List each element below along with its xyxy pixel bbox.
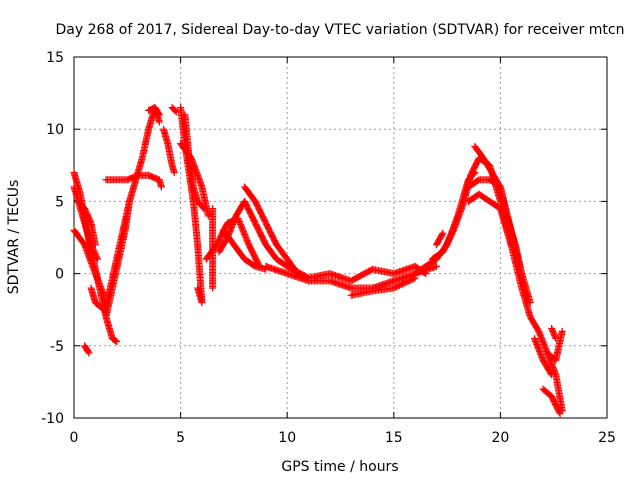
y-tick-label: 15	[46, 50, 64, 66]
data-point	[112, 337, 120, 345]
series-track	[81, 342, 93, 357]
series-track	[102, 171, 165, 191]
series-track	[102, 104, 163, 321]
series-track	[202, 215, 263, 270]
plot-frame	[73, 56, 608, 419]
grid	[74, 57, 607, 418]
data-points	[70, 104, 566, 418]
data-point	[422, 270, 430, 278]
x-tick-label: 15	[385, 430, 403, 446]
x-tick-labels: 0 5 10 15 20 25	[70, 430, 616, 446]
data-point	[558, 327, 566, 335]
data-point	[157, 183, 165, 191]
data-point	[410, 275, 418, 283]
y-tick-label: -10	[41, 411, 64, 427]
data-point	[551, 333, 559, 341]
series-track	[347, 274, 419, 299]
series-track	[241, 183, 302, 278]
x-tick-label: 20	[491, 430, 509, 446]
data-point	[198, 298, 206, 306]
data-point	[209, 205, 217, 213]
series-track	[160, 125, 178, 177]
data-point	[155, 118, 163, 126]
chart-title: Day 268 of 2017, Sidereal Day-to-day VTE…	[56, 22, 625, 38]
data-point	[93, 254, 101, 262]
data-point	[113, 337, 121, 345]
series-track	[194, 284, 206, 306]
series-track	[518, 284, 566, 415]
data-point	[555, 408, 563, 416]
data-point	[93, 255, 101, 263]
series-track	[74, 197, 99, 249]
x-tick-label: 0	[70, 430, 79, 446]
series-track	[168, 104, 180, 116]
data-point	[556, 410, 564, 418]
series-track	[283, 262, 430, 285]
x-axis-label: GPS time / hours	[281, 459, 398, 475]
y-tick-label: -5	[50, 339, 64, 355]
series-track	[531, 335, 556, 379]
series-track	[471, 143, 534, 306]
series-track	[432, 229, 447, 249]
series-sdtvar	[70, 104, 566, 418]
x-tick-label: 10	[278, 430, 296, 446]
series-track	[464, 190, 515, 249]
series-track	[70, 226, 108, 299]
data-point	[84, 348, 92, 356]
data-point	[85, 349, 93, 357]
x-tick-label: 25	[598, 430, 616, 446]
y-tick-label: 10	[46, 122, 64, 138]
data-point	[526, 298, 534, 306]
data-point	[204, 212, 212, 220]
y-tick-label: 0	[55, 267, 64, 283]
series-track	[548, 324, 560, 343]
series-track	[543, 327, 566, 364]
y-axis-label: SDTVAR / TECUs	[6, 180, 22, 295]
series-track	[215, 197, 291, 270]
x-tick-label: 5	[176, 430, 185, 446]
series-track	[145, 104, 163, 126]
data-point	[518, 270, 526, 278]
data-point	[548, 371, 556, 379]
data-point	[170, 169, 178, 177]
data-point	[552, 335, 560, 343]
axis-ticks	[73, 56, 608, 419]
data-point	[438, 230, 446, 238]
data-point	[91, 241, 99, 249]
series-track	[177, 140, 212, 220]
data-point	[432, 262, 440, 270]
y-tick-labels: -10 -5 0 5 10 15	[41, 50, 64, 427]
series-track	[209, 205, 217, 292]
y-tick-label: 5	[55, 194, 64, 210]
data-point	[439, 229, 447, 237]
series-track	[539, 385, 564, 418]
data-point	[86, 218, 94, 226]
data-point	[547, 369, 555, 377]
series-track	[464, 176, 526, 278]
